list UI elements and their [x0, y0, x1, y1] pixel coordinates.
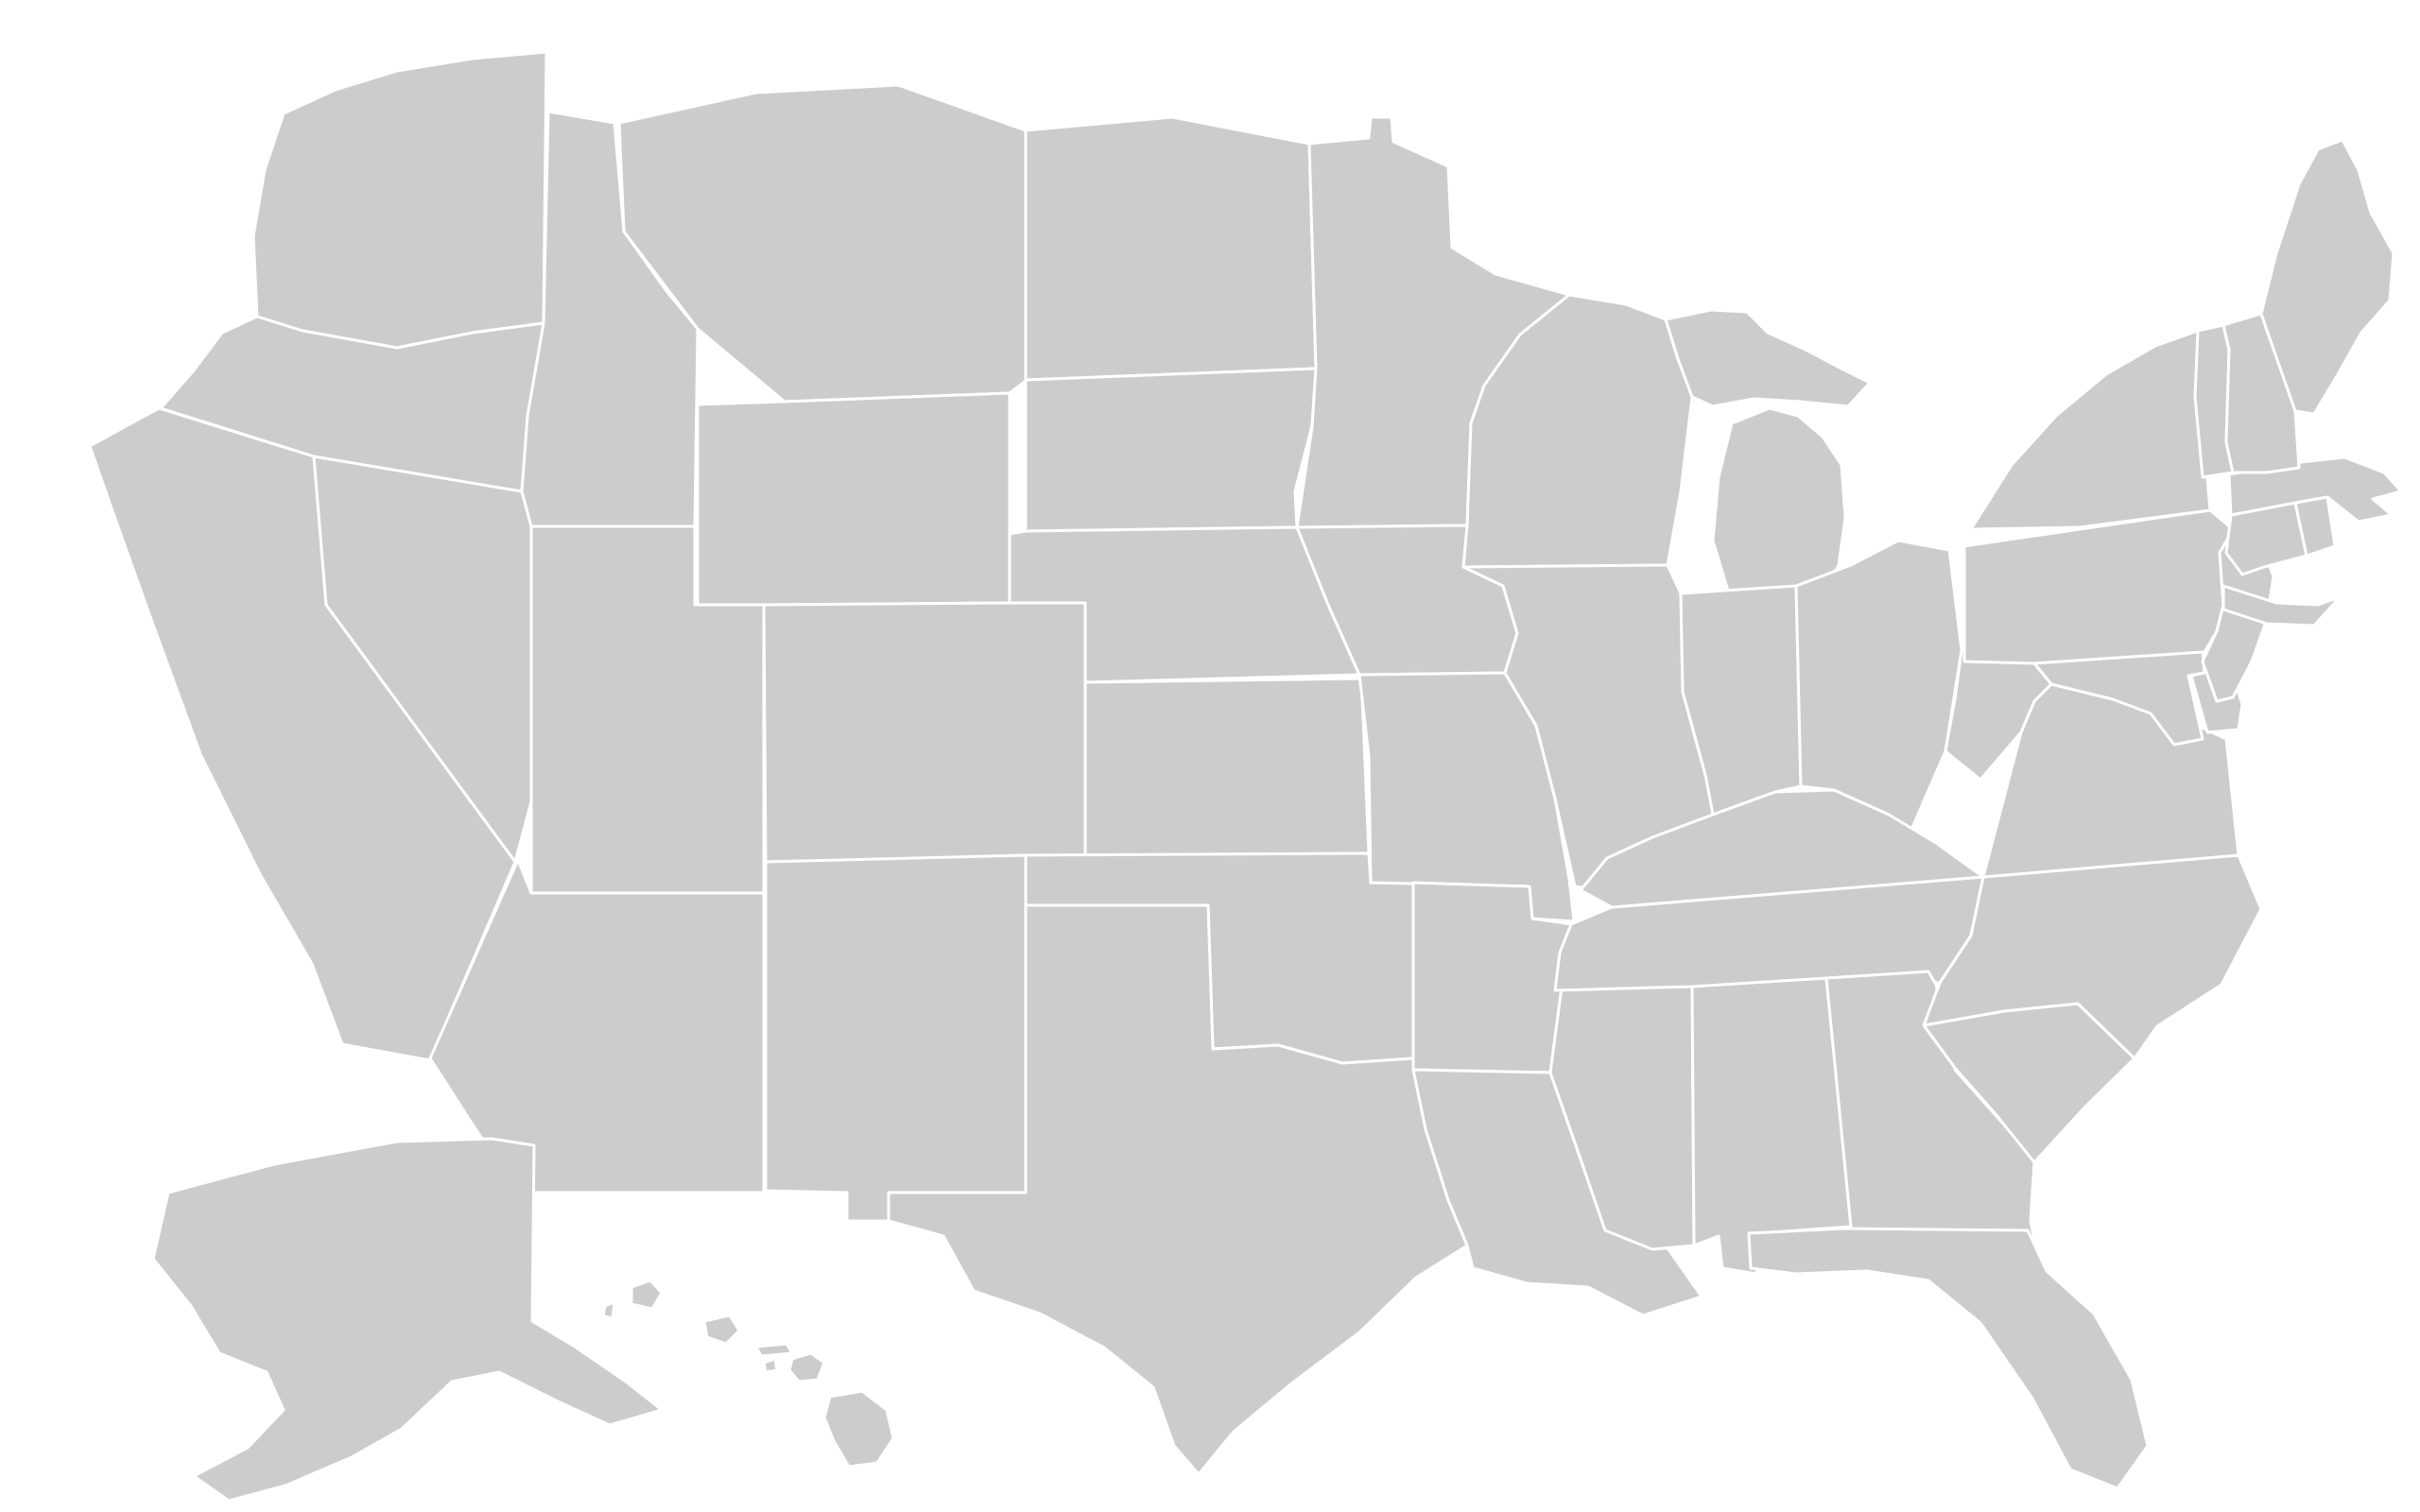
state-arizona[interactable]: [428, 858, 766, 1194]
state-massachusetts[interactable]: [2227, 455, 2403, 524]
state-washington[interactable]: [251, 50, 548, 350]
state-texas[interactable]: [887, 903, 1469, 1476]
state-florida[interactable]: [1747, 1227, 2150, 1490]
state-north-carolina[interactable]: [1922, 853, 2263, 1060]
state-new-mexico[interactable]: [764, 853, 1028, 1223]
state-alaska[interactable]: [151, 1137, 664, 1503]
state-wyoming[interactable]: [696, 391, 1011, 607]
state-kansas[interactable]: [1083, 677, 1371, 857]
state-pennsylvania[interactable]: [1962, 508, 2235, 665]
state-montana[interactable]: [617, 83, 1028, 404]
state-north-dakota[interactable]: [1024, 115, 1318, 382]
state-south-dakota[interactable]: [1024, 367, 1318, 533]
state-maine[interactable]: [2259, 138, 2395, 416]
state-michigan[interactable]: [1664, 308, 1872, 599]
state-hawaii[interactable]: [601, 1279, 895, 1469]
state-colorado[interactable]: [762, 601, 1089, 864]
state-ohio[interactable]: [1794, 539, 1963, 832]
state-kentucky[interactable]: [1579, 788, 1985, 909]
